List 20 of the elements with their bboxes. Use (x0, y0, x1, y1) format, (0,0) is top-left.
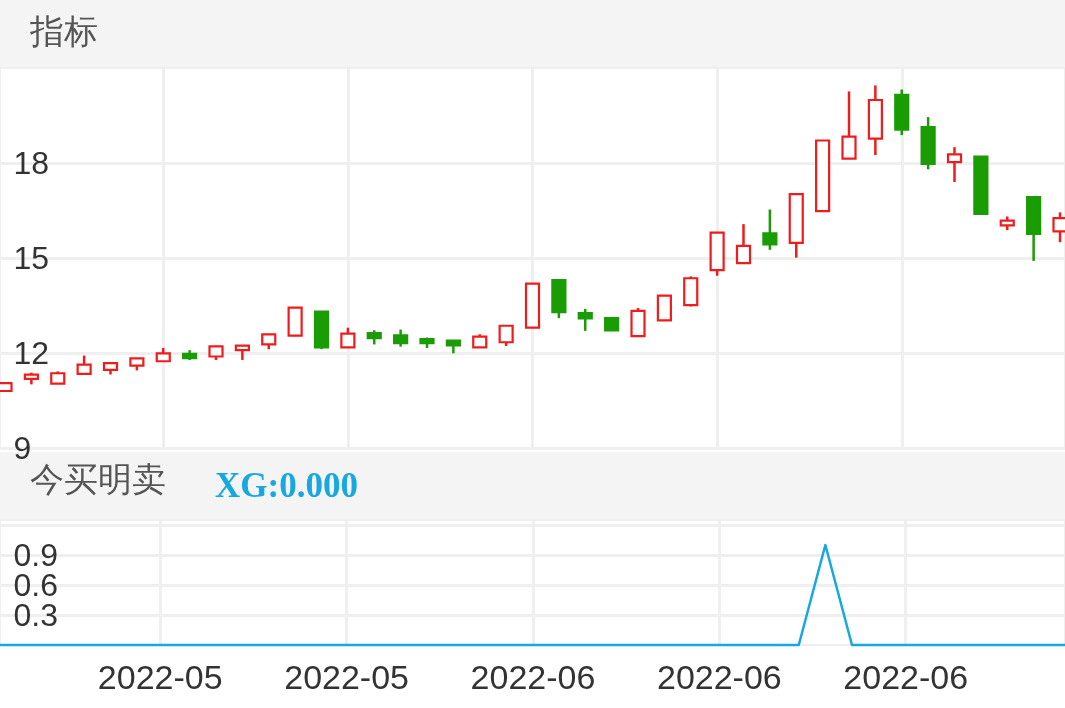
candlestick (498, 324, 514, 348)
x-tick-label: 2022-05 (284, 657, 410, 696)
y-tick-label: 9 (13, 429, 32, 466)
x-tick-label: 2022-06 (656, 657, 782, 696)
y-tick-label: 12 (13, 334, 50, 371)
chart-title: 指标 (29, 11, 98, 51)
candlestick (735, 222, 752, 265)
candlestick (76, 354, 92, 376)
candlestick (577, 307, 593, 333)
chart-title: 今买明卖 (30, 459, 166, 499)
text: XG:0.000 (215, 465, 358, 505)
y-tick-label: 18 (13, 144, 50, 181)
candlestick (946, 145, 963, 184)
candlestick (841, 90, 857, 160)
candlestick (762, 208, 778, 252)
candlestick (340, 326, 356, 349)
x-tick-label: 2022-06 (470, 657, 596, 696)
y-tick-label: 15 (13, 239, 50, 276)
x-tick-label: 2022-05 (97, 657, 223, 696)
x-tick-label: 2022-06 (843, 657, 969, 696)
